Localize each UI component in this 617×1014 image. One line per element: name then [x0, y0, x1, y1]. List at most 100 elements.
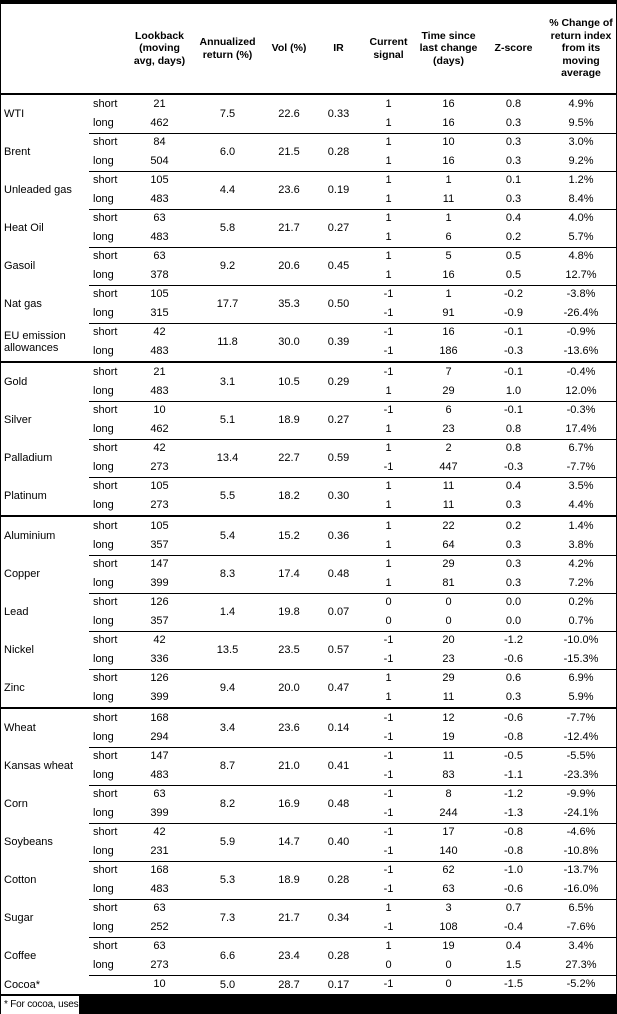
- vol-value: 21.0: [278, 760, 300, 772]
- pct-change-value: -16.0%: [563, 883, 599, 895]
- current-signal-value: -1: [383, 307, 394, 319]
- column-header-z-score: Z-score: [494, 42, 533, 55]
- leg-label: short: [93, 788, 118, 800]
- z-score-value: -1.5: [504, 978, 523, 990]
- vol-value: 19.8: [278, 606, 300, 618]
- ir-value: 0.39: [327, 336, 350, 348]
- current-signal-value: -1: [383, 845, 394, 857]
- z-score-value: -1.2: [504, 788, 523, 800]
- commodity-name: Gold: [4, 376, 28, 388]
- vol-value: 21.7: [278, 912, 300, 924]
- row-brent: Brent short 84 1 10 0.3 3.0% long 504 1 16 0.3 9.2% 6…: [1, 133, 616, 171]
- leg-label: long: [93, 345, 114, 357]
- row-gasoil: Gasoil short 63 1 5 0.5 4.8% long 378 1 16 0.5 12.7%…: [1, 247, 616, 285]
- leg-label: long: [93, 959, 114, 971]
- ir-value: 0.07: [327, 606, 350, 618]
- row-eu-emission-allowances: EU emission allowances short 42 -1 16 -0.1 -0.…: [1, 323, 616, 361]
- leg-label: short: [93, 520, 118, 532]
- lookback-value: 399: [150, 691, 169, 703]
- annualized-return-value: 5.3: [219, 874, 236, 886]
- ir-value: 0.40: [327, 836, 350, 848]
- pct-change-value: -15.3%: [563, 653, 599, 665]
- ir-value: 0.28: [327, 874, 350, 886]
- lookback-value: 378: [150, 269, 169, 281]
- current-signal-value: -1: [383, 731, 394, 743]
- lookback-value: 357: [150, 539, 169, 551]
- current-signal-value: 1: [385, 117, 392, 129]
- leg-label: long: [93, 653, 114, 665]
- row-wheat: Wheat short 168 -1 12 -0.6 -7.7% long 294 -1 19 -0.…: [1, 709, 616, 747]
- pct-change-value: 9.5%: [568, 117, 594, 129]
- z-score-value: 1.0: [505, 385, 522, 397]
- current-signal-value: 1: [385, 902, 392, 914]
- days-since-change-value: 5: [445, 250, 452, 262]
- annualized-return-value: 5.5: [219, 490, 236, 502]
- z-score-value: 0.8: [505, 98, 522, 110]
- days-since-change-value: 6: [445, 231, 452, 243]
- z-score-value: 0.3: [505, 691, 522, 703]
- leg-label: short: [93, 366, 118, 378]
- days-since-change-value: 19: [442, 940, 455, 952]
- ir-value: 0.28: [327, 950, 350, 962]
- annualized-return-value: 13.5: [216, 644, 239, 656]
- lookback-value: 273: [150, 499, 169, 511]
- days-since-change-value: 62: [442, 864, 455, 876]
- ir-value: 0.28: [327, 146, 350, 158]
- days-since-change-value: 186: [439, 345, 458, 357]
- commodity-name: Palladium: [4, 452, 53, 464]
- pct-change-value: 6.7%: [568, 442, 594, 454]
- days-since-change-value: 0: [445, 978, 452, 990]
- lookback-value: 84: [153, 136, 166, 148]
- z-score-value: 0.7: [505, 902, 522, 914]
- lookback-value: 147: [150, 750, 169, 762]
- current-signal-value: -1: [383, 883, 394, 895]
- lookback-value: 483: [150, 769, 169, 781]
- ir-value: 0.36: [327, 530, 350, 542]
- current-signal-value: -1: [383, 345, 394, 357]
- ir-value: 0.29: [327, 376, 350, 388]
- lookback-value: 63: [153, 212, 166, 224]
- days-since-change-value: 10: [442, 136, 455, 148]
- leg-label: short: [93, 136, 118, 148]
- pct-change-value: 1.4%: [568, 520, 594, 532]
- leg-label: short: [93, 826, 118, 838]
- annualized-return-value: 13.4: [216, 452, 239, 464]
- top-border-bar: [1, 0, 616, 4]
- z-score-value: 0.3: [505, 539, 522, 551]
- current-signal-value: 1: [385, 212, 392, 224]
- vol-value: 21.7: [278, 222, 300, 234]
- annualized-return-value: 5.4: [219, 530, 236, 542]
- z-score-value: -1.3: [504, 807, 523, 819]
- leg-label: long: [93, 193, 114, 205]
- days-since-change-value: 91: [442, 307, 455, 319]
- column-header-vol: Vol (%): [271, 42, 307, 55]
- lookback-value: 126: [150, 596, 169, 608]
- commodity-name: Unleaded gas: [4, 184, 72, 196]
- z-score-value: 0.0: [505, 596, 522, 608]
- z-score-value: -0.8: [504, 826, 523, 838]
- pct-change-value: 9.2%: [568, 155, 594, 167]
- lookback-value: 10: [153, 978, 166, 990]
- annualized-return-value: 1.4: [219, 606, 236, 618]
- ir-value: 0.45: [327, 260, 350, 272]
- current-signal-value: 1: [385, 385, 392, 397]
- leg-label: short: [93, 940, 118, 952]
- leg-label: short: [93, 712, 118, 724]
- annualized-return-value: 5.8: [219, 222, 236, 234]
- leg-label: long: [93, 269, 114, 281]
- days-since-change-value: 16: [442, 155, 455, 167]
- commodity-name: Copper: [4, 568, 41, 580]
- lookback-value: 483: [150, 345, 169, 357]
- z-score-value: -0.1: [504, 404, 523, 416]
- leg-label: long: [93, 921, 114, 933]
- annualized-return-value: 4.4: [219, 184, 236, 196]
- current-signal-value: -1: [383, 807, 394, 819]
- days-since-change-value: 16: [442, 117, 455, 129]
- leg-label: long: [93, 539, 114, 551]
- pct-change-value: 3.8%: [568, 539, 594, 551]
- leg-label: short: [93, 480, 118, 492]
- current-signal-value: -1: [383, 769, 394, 781]
- z-score-value: 0.2: [505, 520, 522, 532]
- commodity-name: Aluminium: [4, 530, 56, 542]
- pct-change-value: 3.0%: [568, 136, 594, 148]
